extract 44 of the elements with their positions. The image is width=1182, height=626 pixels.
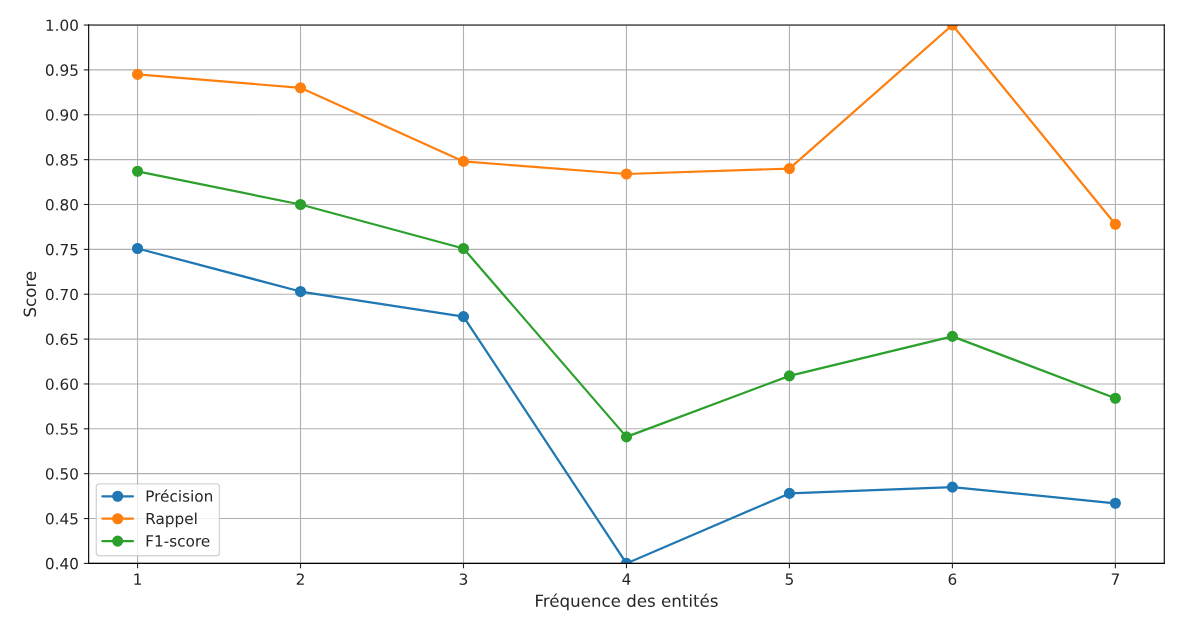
- y-tick-label: 0.80: [45, 198, 78, 211]
- y-tick-label: 0.45: [45, 513, 78, 525]
- x-tick-label: 1: [134, 573, 141, 585]
- y-tick-label: 0.95: [45, 64, 78, 76]
- x-axis-title: Fréquence des entités: [536, 593, 718, 611]
- x-tick-label: 7: [1111, 573, 1119, 585]
- point: [457, 311, 470, 323]
- point: [131, 242, 144, 255]
- y-tick-label: 0.40: [45, 557, 78, 570]
- y-tick-label: 0.60: [45, 378, 78, 390]
- point: [457, 242, 470, 255]
- x-tick-label: 6: [948, 573, 957, 585]
- x-tick-label: 2: [296, 573, 304, 585]
- point: [783, 370, 795, 382]
- legend-label: Rappel: [146, 512, 197, 528]
- x-tick-label: 4: [622, 573, 631, 585]
- point: [131, 68, 144, 80]
- point: [620, 168, 633, 180]
- y-tick-label: 0.85: [45, 154, 78, 166]
- point: [294, 198, 307, 211]
- point: [620, 431, 633, 443]
- point: [131, 165, 144, 177]
- y-tick-label: 0.65: [45, 333, 78, 346]
- y-tick-label: 0.70: [45, 288, 78, 301]
- y-tick-label: 0.75: [45, 243, 78, 256]
- point: [946, 481, 958, 493]
- point: [1109, 392, 1121, 404]
- point: [1109, 218, 1121, 230]
- y-tick-label: 0.55: [45, 423, 78, 435]
- point: [294, 285, 307, 298]
- y-tick-label: 1.00: [46, 19, 78, 32]
- point: [783, 163, 795, 175]
- point: [783, 487, 795, 499]
- legend-label: Précision: [146, 489, 213, 502]
- y-tick-label: 0.90: [45, 109, 78, 121]
- y-tick-label: 0.50: [45, 468, 78, 480]
- point: [1109, 497, 1121, 509]
- x-tick-label: 3: [459, 573, 468, 585]
- point: [457, 155, 470, 167]
- point: [946, 330, 958, 342]
- legend-label: F1-score: [146, 535, 210, 547]
- y-axis-title: Score: [23, 271, 37, 317]
- point: [294, 82, 307, 94]
- x-tick-label: 5: [785, 573, 793, 585]
